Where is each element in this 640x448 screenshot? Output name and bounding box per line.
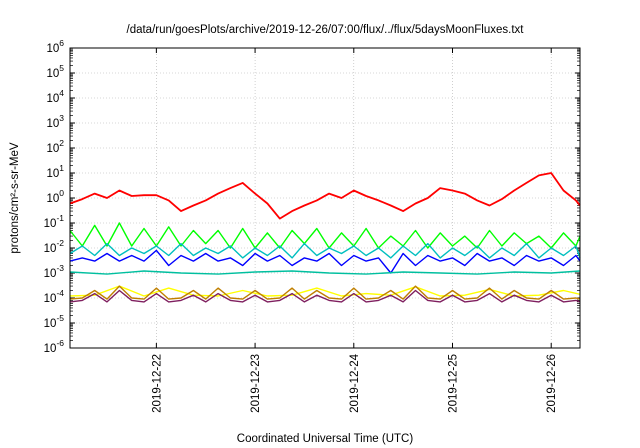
series-line	[69, 172, 581, 220]
y-tick-label: 10-3	[44, 263, 65, 280]
x-tick-label: 2019-12-26	[546, 354, 558, 413]
series-line	[69, 270, 581, 275]
y-tick-label: 106	[46, 38, 64, 55]
series-line	[69, 222, 581, 249]
y-tick-label: 102	[46, 138, 64, 155]
y-tick-label: 10-5	[44, 313, 65, 330]
x-tick-label: 2019-12-25	[448, 354, 460, 413]
series-line	[69, 289, 581, 303]
series-line	[69, 242, 581, 259]
x-tick-label: 2019-12-22	[151, 354, 163, 413]
series-line	[69, 249, 581, 274]
y-tick-label: 104	[46, 88, 64, 105]
y-tick-label: 101	[46, 163, 64, 180]
y-tick-label: 10-6	[44, 338, 65, 355]
chart-title: /data/run/goesPlots/archive/2019-12-26/0…	[127, 24, 525, 36]
x-axis: 2019-12-22 2019-12-23 2019-12-24 2019-12-25…	[151, 48, 558, 413]
y-tick-label: 10-1	[44, 213, 65, 230]
plot-frame	[69, 47, 581, 349]
y-axis: 10-6 10-5 10-4 10-3 10-2 10-1 100 101 102 103 104 1…	[44, 38, 580, 355]
y-tick-label: 100	[46, 188, 64, 205]
series-line	[69, 285, 581, 297]
x-tick-label: 2019-12-24	[349, 353, 361, 412]
y-tick-label: 10-2	[44, 238, 65, 255]
y-tick-label: 10-4	[44, 288, 65, 305]
x-axis-label: Coordinated Universal Time (UTC)	[237, 433, 414, 445]
y-tick-label: 103	[46, 113, 64, 130]
y-tick-label: 105	[46, 63, 64, 80]
data-series	[69, 172, 581, 303]
y-axis-label: protons/cm²-s-sr-MeV	[9, 142, 21, 254]
x-tick-label: 2019-12-23	[250, 354, 262, 413]
series-line	[69, 285, 581, 300]
